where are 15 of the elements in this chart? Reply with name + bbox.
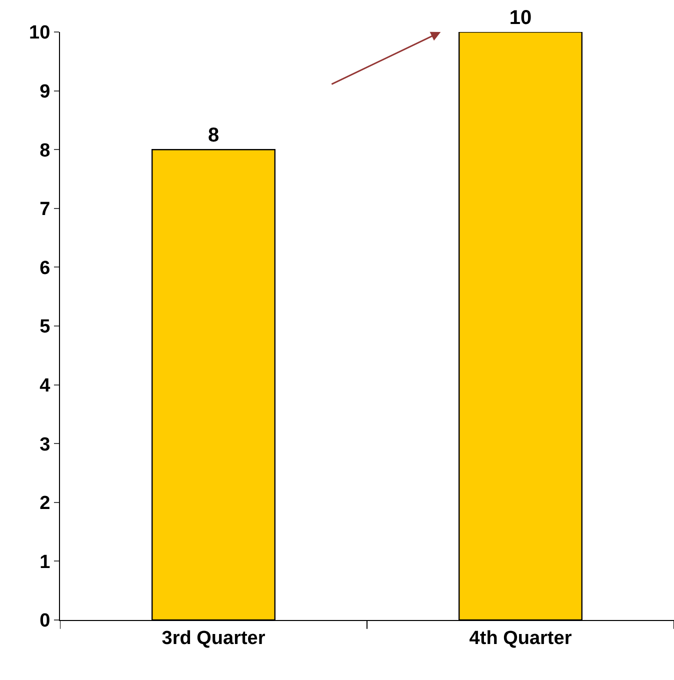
y-tick-label: 4 xyxy=(40,375,51,396)
y-tick-label: 3 xyxy=(40,434,50,456)
y-tick-label: 9 xyxy=(40,81,50,102)
x-tick-label: 3rd Quarter xyxy=(162,628,266,649)
data-label: 10 xyxy=(509,7,532,29)
y-tick-label: 10 xyxy=(29,22,50,44)
y-tick-label: 6 xyxy=(40,258,50,279)
x-tick-label: 4th Quarter xyxy=(469,628,572,649)
y-tick-label: 2 xyxy=(40,493,50,514)
y-tick-label: 1 xyxy=(40,552,51,573)
y-tick-label: 5 xyxy=(40,316,51,338)
data-label: 8 xyxy=(208,124,220,147)
y-tick-label: 0 xyxy=(40,610,50,632)
y-tick-label: 7 xyxy=(40,199,50,220)
y-tick-label: 8 xyxy=(40,140,50,162)
